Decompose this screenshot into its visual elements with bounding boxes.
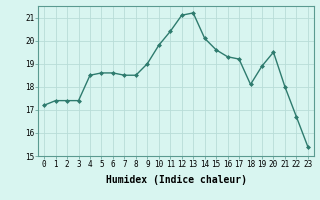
X-axis label: Humidex (Indice chaleur): Humidex (Indice chaleur) <box>106 175 246 185</box>
